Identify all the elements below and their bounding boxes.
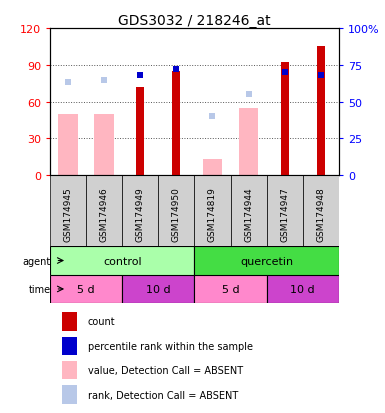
Bar	[122, 176, 158, 247]
Text: GSM174944: GSM174944	[244, 186, 253, 241]
Bar	[62, 337, 77, 355]
Bar	[281, 63, 289, 176]
Bar	[194, 247, 339, 275]
Bar	[62, 313, 77, 331]
Bar	[194, 176, 231, 247]
Text: value, Detection Call = ABSENT: value, Detection Call = ABSENT	[88, 366, 243, 375]
Bar	[317, 47, 325, 176]
Text: time: time	[28, 284, 51, 294]
Bar	[86, 176, 122, 247]
Bar	[158, 176, 194, 247]
Text: GSM174948: GSM174948	[316, 186, 325, 241]
Bar	[172, 72, 180, 176]
Text: quercetin: quercetin	[240, 256, 293, 266]
Text: agent: agent	[22, 256, 51, 266]
Bar	[136, 88, 144, 176]
Title: GDS3032 / 218246_at: GDS3032 / 218246_at	[118, 14, 271, 28]
Text: control: control	[103, 256, 142, 266]
Text: GSM174949: GSM174949	[136, 186, 145, 241]
Text: GSM174946: GSM174946	[100, 186, 109, 241]
Bar	[122, 275, 194, 304]
Bar	[50, 247, 194, 275]
Bar	[231, 176, 266, 247]
Bar	[58, 114, 78, 176]
Bar	[194, 275, 266, 304]
Text: 10 d: 10 d	[290, 284, 315, 294]
Text: rank, Detection Call = ABSENT: rank, Detection Call = ABSENT	[88, 389, 238, 400]
Bar	[303, 176, 339, 247]
Text: 5 d: 5 d	[222, 284, 239, 294]
Bar	[266, 176, 303, 247]
Text: percentile rank within the sample: percentile rank within the sample	[88, 341, 253, 351]
Bar	[266, 275, 339, 304]
Bar	[203, 160, 223, 176]
Text: GSM174819: GSM174819	[208, 186, 217, 241]
Text: count: count	[88, 317, 115, 327]
Text: 10 d: 10 d	[146, 284, 171, 294]
Bar	[62, 361, 77, 380]
Text: 5 d: 5 d	[77, 284, 95, 294]
Bar	[94, 114, 114, 176]
Bar	[50, 275, 122, 304]
Bar	[62, 385, 77, 404]
Text: GSM174945: GSM174945	[64, 186, 73, 241]
Text: GSM174950: GSM174950	[172, 186, 181, 241]
Bar	[239, 109, 258, 176]
Text: GSM174947: GSM174947	[280, 186, 289, 241]
Bar	[50, 176, 86, 247]
